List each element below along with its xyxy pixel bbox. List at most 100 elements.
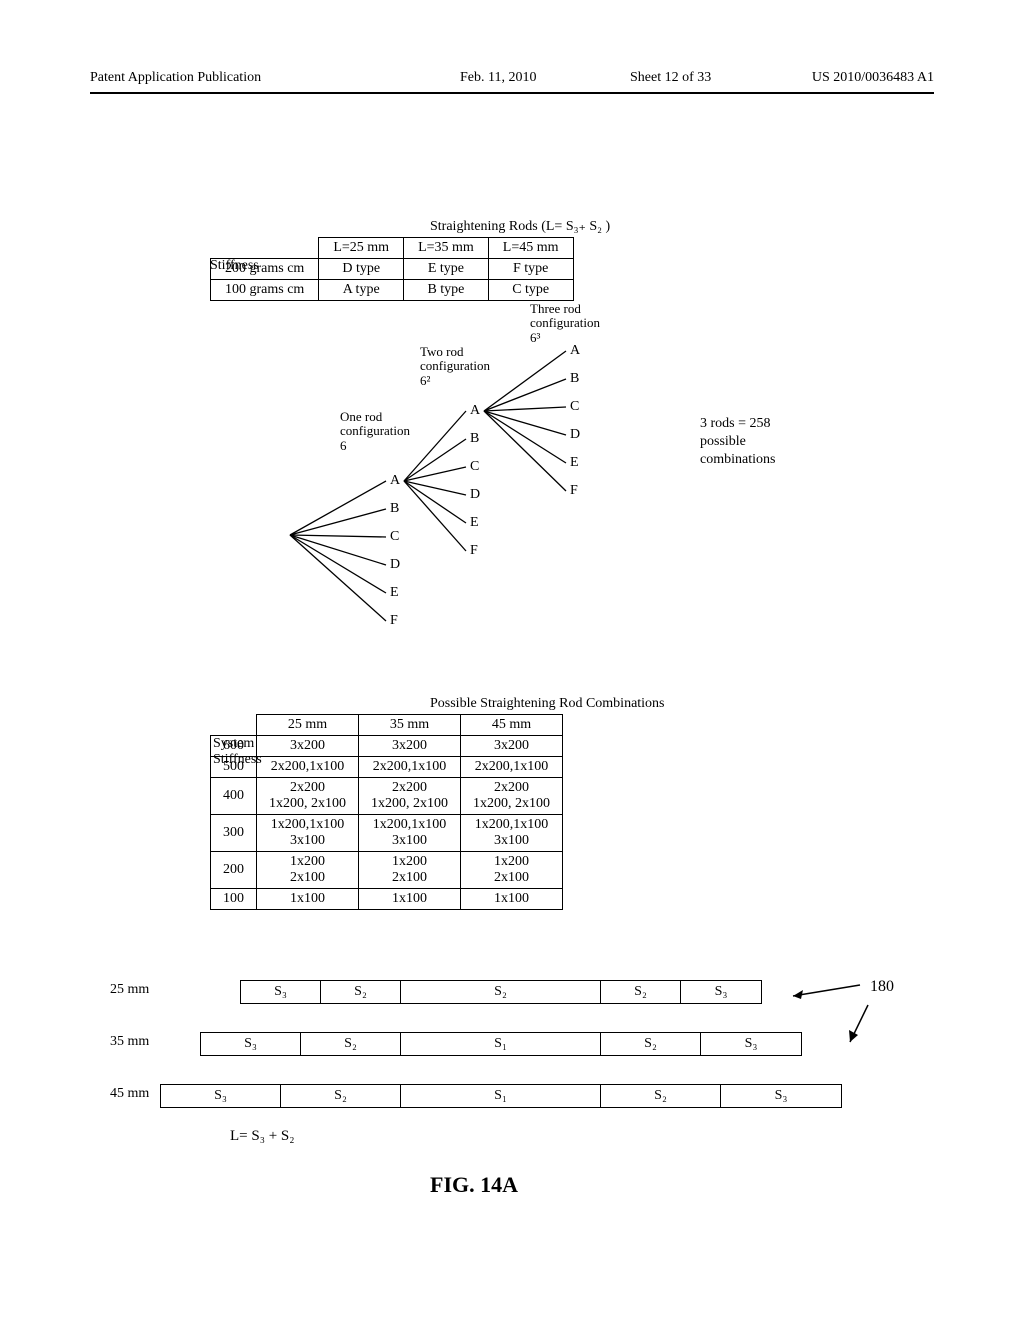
table1-header: L=35 mm bbox=[404, 238, 489, 259]
table1-cell: A type bbox=[319, 280, 404, 301]
header-sheet: Sheet 12 of 33 bbox=[630, 70, 711, 86]
sbox-seg: S₃ bbox=[241, 981, 321, 1003]
header-left: Patent Application Publication bbox=[90, 70, 261, 86]
table2-cell: 1x100 bbox=[359, 889, 461, 910]
tree-l1-letter: D bbox=[390, 557, 400, 573]
table2-cell: 3x200 bbox=[257, 736, 359, 757]
table2-cell: 1x200,1x1003x100 bbox=[359, 815, 461, 852]
arrow-180b bbox=[840, 1000, 880, 1050]
tree-l1-letter: F bbox=[390, 613, 398, 629]
sbox-seg: S₃ bbox=[161, 1085, 281, 1107]
table1-cell: D type bbox=[319, 259, 404, 280]
tree-l3-letter: E bbox=[570, 455, 579, 471]
tree-l1-letter: A bbox=[390, 473, 400, 489]
sbox-box: S₃S₂S₁S₂S₃ bbox=[200, 1032, 802, 1056]
tree-l2-letter: A bbox=[470, 403, 480, 419]
tree-l1-letter: C bbox=[390, 529, 399, 545]
table1-rowlabel: 200 grams cm bbox=[211, 259, 319, 280]
tree-l3-letter: D bbox=[570, 427, 580, 443]
tree-l3-letter: C bbox=[570, 399, 579, 415]
sbox-seg: S₃ bbox=[681, 981, 761, 1003]
table1: Straightening Rods (L= S₃₊ S₂ ) L=25 mmL… bbox=[210, 218, 610, 301]
sbox-diagram: 25 mmS₃S₂S₂S₂S₃35 mmS₃S₂S₁S₂S₃45 mmS₃S₂S… bbox=[110, 980, 964, 1136]
header-pubno: US 2010/0036483 A1 bbox=[812, 70, 934, 86]
table2-title: Possible Straightening Rod Combinations bbox=[430, 696, 665, 712]
header-rule bbox=[90, 92, 934, 94]
table1-title: Straightening Rods (L= S₃₊ S₂ ) bbox=[430, 218, 610, 235]
table2-cell: 3x200 bbox=[359, 736, 461, 757]
table2-rowlabel: 400 bbox=[211, 778, 257, 815]
sbox-row: 35 mmS₃S₂S₁S₂S₃ bbox=[110, 1032, 964, 1058]
sbox-row-label: 25 mm bbox=[110, 982, 149, 998]
tree-l2-letter: B bbox=[470, 431, 479, 447]
figure-label: FIG. 14A bbox=[430, 1172, 518, 1198]
ref-180: 180 bbox=[870, 978, 894, 996]
sbox-row-label: 35 mm bbox=[110, 1034, 149, 1050]
tree-l2-letter: C bbox=[470, 459, 479, 475]
table2-header: 45 mm bbox=[461, 715, 563, 736]
table2-cell: 2x2001x200, 2x100 bbox=[257, 778, 359, 815]
tree-l2-letter: E bbox=[470, 515, 479, 531]
table1-cell: F type bbox=[488, 259, 573, 280]
table2-cell: 1x2002x100 bbox=[359, 852, 461, 889]
table2-cell: 2x2001x200, 2x100 bbox=[461, 778, 563, 815]
tree-l3-letter: A bbox=[570, 343, 580, 359]
sbox-seg: S₁ bbox=[401, 1033, 601, 1055]
table2-rowlabel: 500 bbox=[211, 757, 257, 778]
tree-l2-letter: D bbox=[470, 487, 480, 503]
sbox-box: S₃S₂S₁S₂S₃ bbox=[160, 1084, 842, 1108]
tree-l1-label: One rodconfiguration6 bbox=[340, 410, 430, 453]
tree-l1-letter: E bbox=[390, 585, 399, 601]
sbox-seg: S₃ bbox=[721, 1085, 841, 1107]
table2-header: 35 mm bbox=[359, 715, 461, 736]
tree-l2-letter: F bbox=[470, 543, 478, 559]
tree-l2-label: Two rodconfiguration6² bbox=[420, 345, 510, 388]
table2: Possible Straightening Rod Combinations … bbox=[210, 696, 665, 910]
sbox-seg: S₂ bbox=[321, 981, 401, 1003]
table2-cell: 1x100 bbox=[461, 889, 563, 910]
table2-cell: 2x200,1x100 bbox=[359, 757, 461, 778]
sbox-seg: S₃ bbox=[201, 1033, 301, 1055]
tree-l3-letter: B bbox=[570, 371, 579, 387]
sbox-seg: S₂ bbox=[301, 1033, 401, 1055]
table2-cell: 1x2002x100 bbox=[461, 852, 563, 889]
table1-header: L=25 mm bbox=[319, 238, 404, 259]
table2-rowlabel: 600 bbox=[211, 736, 257, 757]
table2-rowlabel: 200 bbox=[211, 852, 257, 889]
tree-lines bbox=[270, 310, 830, 640]
table1-cell: B type bbox=[404, 280, 489, 301]
tree-diagram: ABCDEFABCDEFABCDEFOne rodconfiguration6T… bbox=[270, 310, 830, 640]
header-date: Feb. 11, 2010 bbox=[460, 70, 536, 86]
tree-l1-letter: B bbox=[390, 501, 399, 517]
table2-cell: 2x2001x200, 2x100 bbox=[359, 778, 461, 815]
sbox-seg: S₁ bbox=[401, 1085, 601, 1107]
table2-cell: 1x200,1x1003x100 bbox=[257, 815, 359, 852]
sbox-seg: S₂ bbox=[401, 981, 601, 1003]
table2-cell: 1x100 bbox=[257, 889, 359, 910]
sbox-seg: S₂ bbox=[601, 1085, 721, 1107]
rods-note: 3 rods = 258possiblecombinations bbox=[700, 415, 775, 470]
table2-header: 25 mm bbox=[257, 715, 359, 736]
sbox-seg: S₂ bbox=[601, 1033, 701, 1055]
tree-l3-label: Three rodconfiguration6³ bbox=[530, 302, 620, 345]
table2-cell: 1x2002x100 bbox=[257, 852, 359, 889]
sbox-seg: S₂ bbox=[601, 981, 681, 1003]
sbox-row: 45 mmS₃S₂S₁S₂S₃ bbox=[110, 1084, 964, 1110]
tree-l3-letter: F bbox=[570, 483, 578, 499]
equation: L= S₃ + S₂ bbox=[230, 1128, 294, 1145]
sbox-seg: S₂ bbox=[281, 1085, 401, 1107]
table2-rowlabel: 100 bbox=[211, 889, 257, 910]
table1-header: L=45 mm bbox=[488, 238, 573, 259]
table2-cell: 1x200,1x1003x100 bbox=[461, 815, 563, 852]
sbox-box: S₃S₂S₂S₂S₃ bbox=[240, 980, 762, 1004]
table2-cell: 2x200,1x100 bbox=[257, 757, 359, 778]
sbox-row-label: 45 mm bbox=[110, 1086, 149, 1102]
table2-cell: 2x200,1x100 bbox=[461, 757, 563, 778]
table1-cell: E type bbox=[404, 259, 489, 280]
page-header: Patent Application Publication Feb. 11, … bbox=[90, 70, 934, 90]
arrow-180a bbox=[785, 982, 865, 1002]
table1-cell: C type bbox=[488, 280, 573, 301]
table1-rowlabel: 100 grams cm bbox=[211, 280, 319, 301]
table2-rowlabel: 300 bbox=[211, 815, 257, 852]
sbox-seg: S₃ bbox=[701, 1033, 801, 1055]
